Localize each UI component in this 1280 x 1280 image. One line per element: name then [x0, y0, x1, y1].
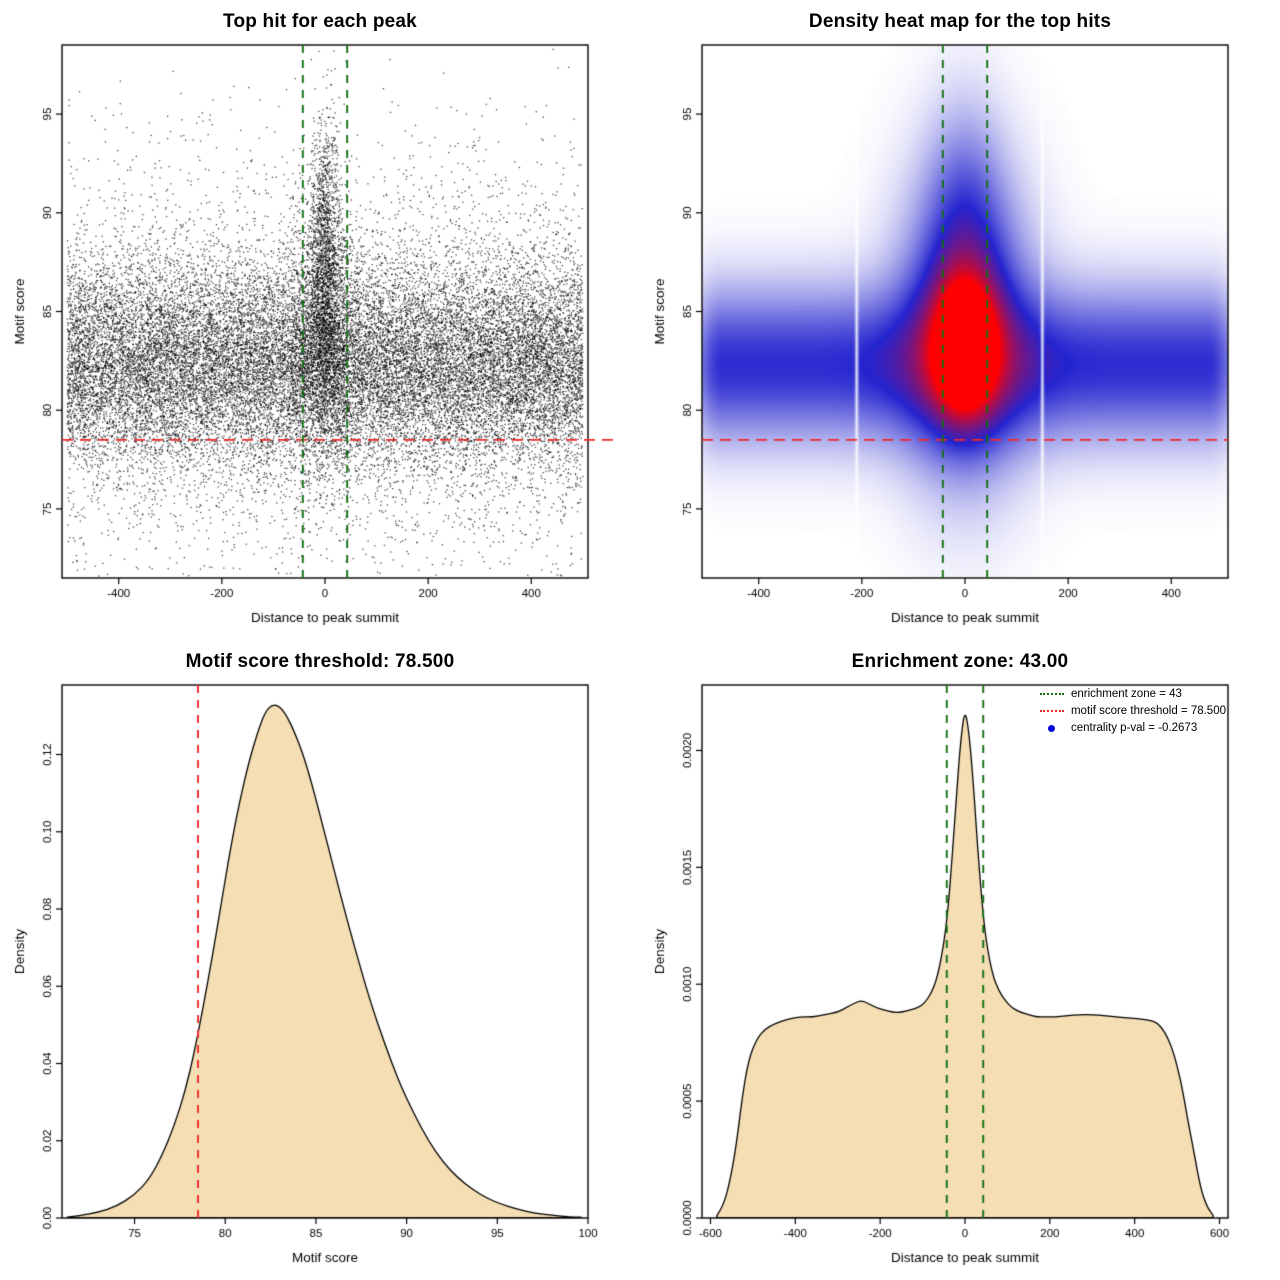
legend-label: centrality p-val = -0.2673: [1070, 722, 1198, 734]
legend-item-enrichment-zone: enrichment zone = 43: [1039, 688, 1226, 700]
distance-density-canvas: [640, 640, 1280, 1280]
legend-label: enrichment zone = 43: [1070, 688, 1182, 700]
score-density-canvas: [0, 640, 640, 1280]
panel-density-heatmap: Density heat map for the top hits: [640, 0, 1280, 640]
enrichment-zone-title: Enrichment zone: 43.00: [851, 651, 1069, 672]
dotted-line-icon: [1039, 710, 1064, 712]
scatter-plot-canvas: [0, 0, 640, 640]
panel-distance-density: Enrichment zone: 43.00 enrichment zone =…: [640, 640, 1280, 1280]
point-icon: [1047, 724, 1055, 732]
panel-top-hits-scatter: Top hit for each peak: [0, 0, 640, 640]
heatmap-canvas: [640, 0, 1280, 640]
dotted-line-icon: [1039, 693, 1064, 695]
panel-motif-score-density: Motif score threshold: 78.500: [0, 640, 640, 1280]
legend: enrichment zone = 43 motif score thresho…: [1039, 688, 1226, 734]
legend-item-motif-threshold: motif score threshold = 78.500: [1039, 705, 1226, 717]
legend-label: motif score threshold = 78.500: [1070, 705, 1226, 717]
legend-item-centrality-pval: centrality p-val = -0.2673: [1040, 722, 1226, 734]
heatmap-title: Density heat map for the top hits: [808, 11, 1112, 32]
score-density-title: Motif score threshold: 78.500: [185, 651, 455, 672]
scatter-title: Top hit for each peak: [223, 11, 417, 32]
